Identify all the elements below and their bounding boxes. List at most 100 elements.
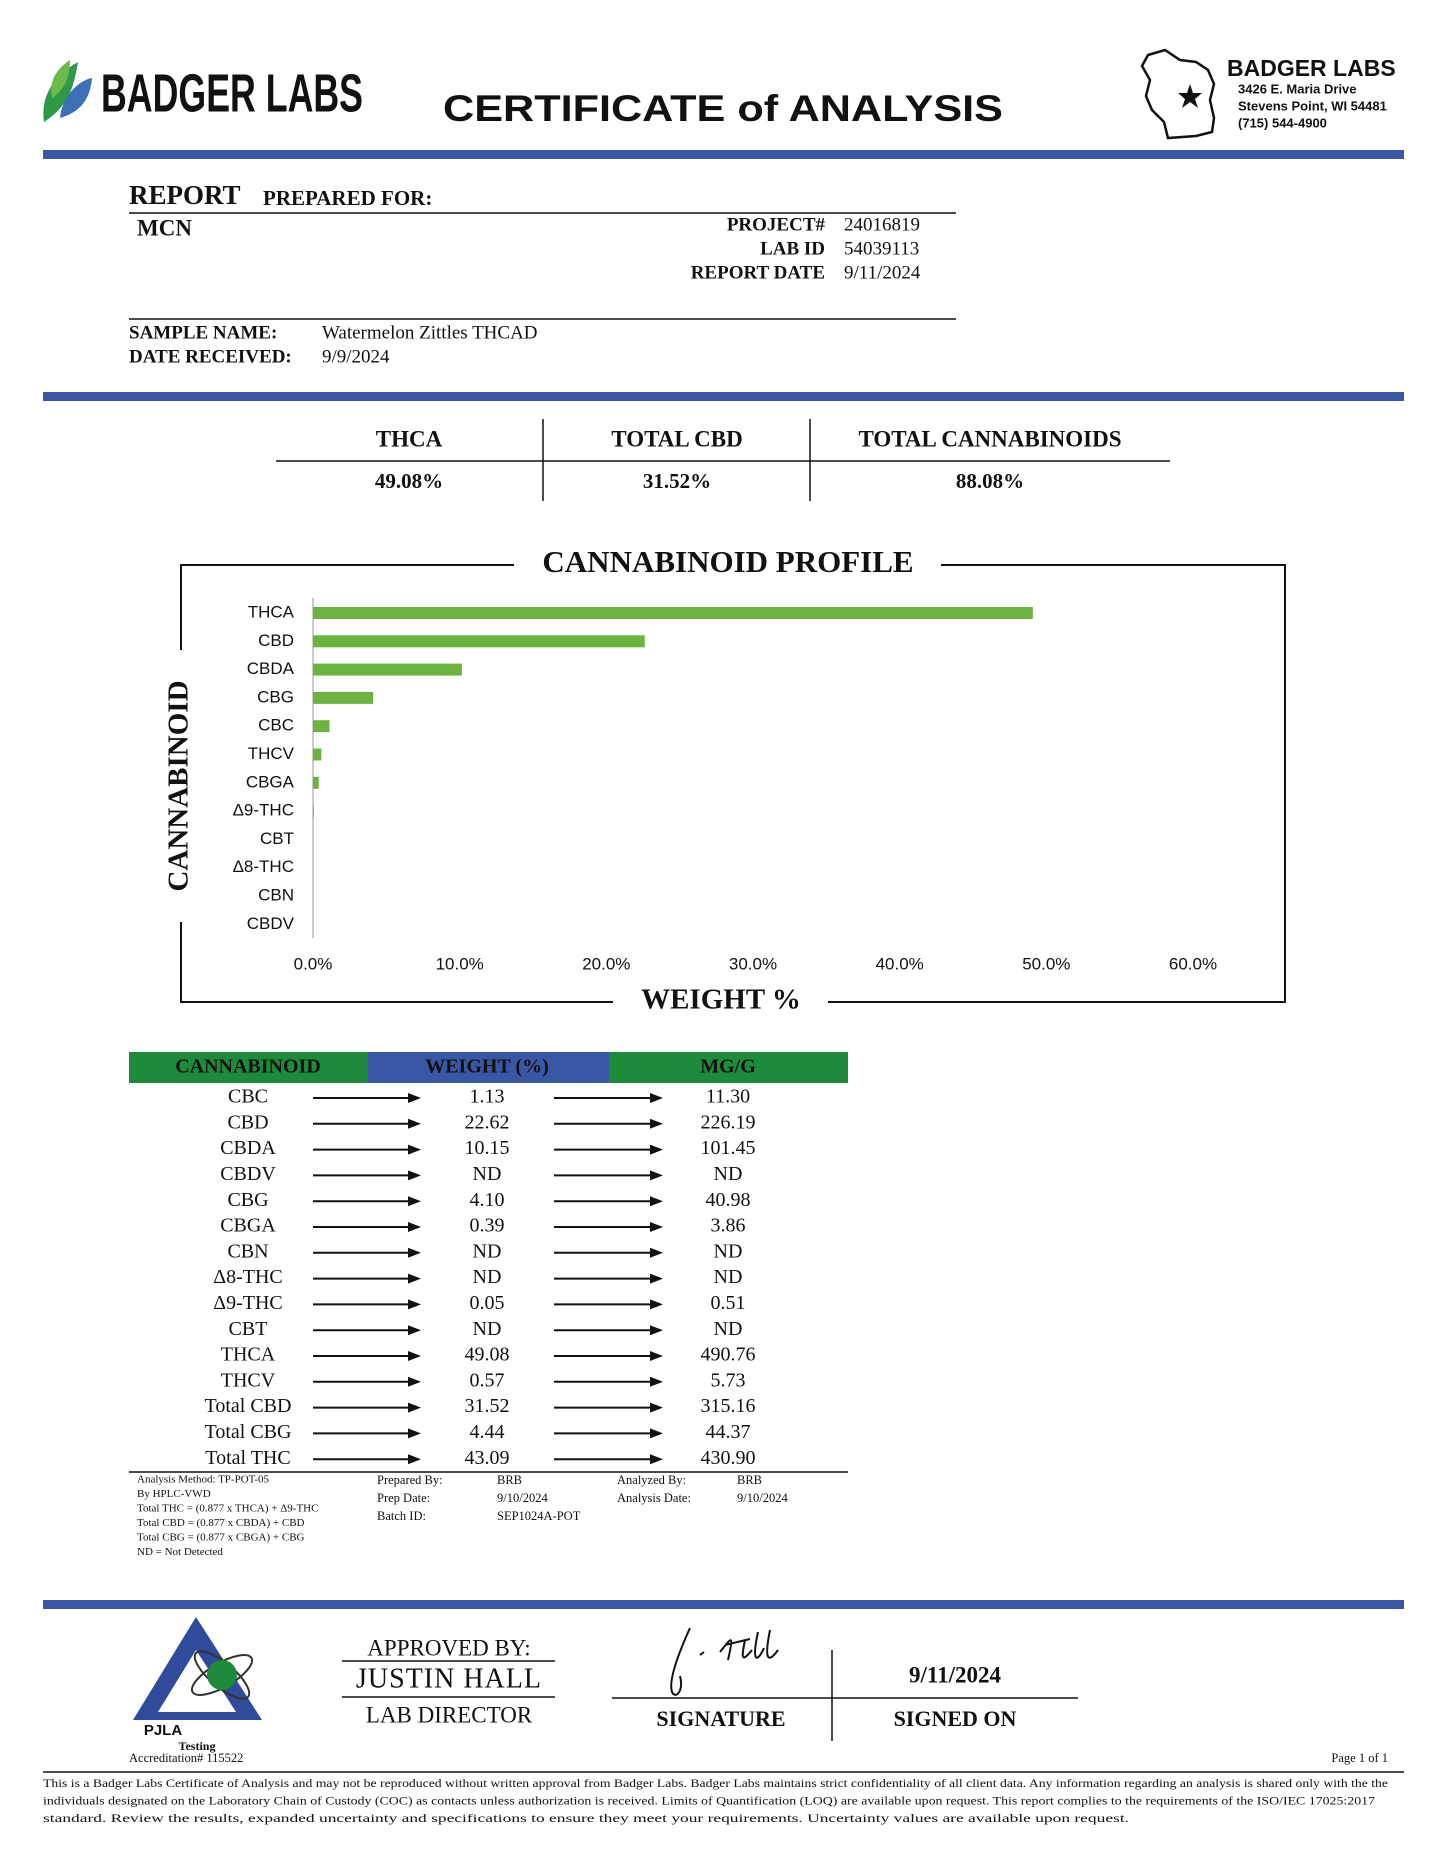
table-cell: 1.13 [470,1086,505,1108]
table-cell: CBGA [220,1215,276,1237]
table-cell: ND [714,1240,743,1262]
divider [43,392,1404,401]
lab-name: BADGER LABS [1227,55,1396,81]
y-tick-label: THCV [248,744,295,763]
divider [43,150,1404,159]
field-label: DATE RECEIVED: [129,346,292,367]
table-cell: 490.76 [701,1344,756,1366]
note-label: Prep Date: [377,1491,430,1505]
summary-value: 88.08% [956,469,1024,493]
table-cell: 5.73 [711,1369,746,1391]
table-cell: 3.86 [711,1215,746,1237]
arrow-head [650,1325,663,1336]
field-label: PROJECT# [727,214,826,235]
bar [313,805,314,818]
table-cell: CBD [227,1111,268,1133]
arrow-head [408,1247,421,1258]
table-cell: 44.37 [706,1421,751,1443]
signature [670,1627,779,1696]
header-cell [609,1052,848,1083]
arrow-head [408,1428,421,1439]
note: Total CBD = (0.877 x CBDA) + CBD [137,1517,305,1529]
y-tick-label: CBG [257,687,294,706]
y-tick-label: CBN [258,885,294,904]
bar [313,748,322,761]
accreditation-type: Testing [179,1739,216,1753]
logo-text: BADGER LABS [101,63,363,123]
bar [313,607,1033,619]
table-cell: 49.08 [465,1344,510,1366]
table-cell: Total CBD [205,1395,292,1417]
table-cell: 22.62 [465,1111,510,1133]
y-tick-label: Δ9-THC [233,801,294,820]
divider [43,1600,1404,1609]
arrow-head [408,1299,421,1310]
table-cell: 10.15 [465,1137,510,1159]
arrow-head [408,1325,421,1336]
table-cell: CBN [227,1240,268,1262]
y-tick-label: CBDV [247,914,295,933]
table-cell: Total CBG [205,1421,292,1443]
accreditation-logo [133,1617,262,1720]
table-cell: THCA [221,1344,276,1366]
table-cell: CBDV [220,1163,276,1185]
arrow-head [408,1118,421,1129]
table-cell: 11.30 [706,1086,750,1108]
client-name: MCN [137,215,192,240]
signed-date: 9/11/2024 [909,1662,1002,1687]
table-cell: CBC [228,1086,268,1108]
note-value: SEP1024A-POT [497,1509,581,1523]
note: Total THC = (0.877 x THCA) + Δ9-THC [137,1503,318,1515]
table-cell: Δ8-THC [213,1266,283,1288]
table-cell: 0.57 [470,1369,505,1391]
table-cell: CBDA [220,1137,276,1159]
table-cell: CBG [227,1189,268,1211]
table-cell: 430.90 [701,1447,756,1469]
field-label: LAB ID [760,238,825,259]
note-value: BRB [497,1473,522,1487]
note-label: Analysis Date: [617,1491,691,1505]
arrow-head [408,1376,421,1387]
title-gap [168,650,194,922]
date-label: SIGNED ON [894,1706,1017,1731]
note: By HPLC-VWD [137,1488,211,1500]
table-header: CANNABINOID [175,1056,321,1078]
y-tick-label: THCA [248,602,295,621]
arrow-head [408,1196,421,1207]
accreditation-number: Accreditation# 115522 [129,1751,243,1765]
table-cell: ND [473,1266,502,1288]
title-gap [613,985,828,1019]
table-cell: 0.39 [470,1215,505,1237]
x-tick-label: 10.0% [436,954,484,973]
x-tick-label: 40.0% [876,954,924,973]
arrow-head [650,1118,663,1129]
table-cell: 4.10 [470,1189,505,1211]
note-label: Analyzed By: [617,1473,686,1487]
field-label: SAMPLE NAME: [129,322,277,343]
note-value: 9/10/2024 [497,1491,548,1505]
arrow-head [650,1170,663,1181]
arrow-head [650,1144,663,1155]
summary-value: 49.08% [375,469,443,493]
arrow-head [650,1299,663,1310]
field-value: Watermelon Zittles THCAD [322,322,538,343]
header-cell [368,1052,609,1083]
arrow-head [650,1093,663,1103]
y-axis-title: CANNABINOID [163,680,195,891]
table-cell: ND [473,1240,502,1262]
summary-value: 31.52% [643,469,711,493]
summary-header: THCA [376,426,443,451]
bar [313,635,645,648]
x-tick-label: 30.0% [729,954,777,973]
address-line: (715) 544-4900 [1238,115,1327,130]
arrow-head [650,1247,663,1258]
arrow-head [408,1093,421,1103]
table-cell: ND [473,1163,502,1185]
note-value: 9/10/2024 [737,1491,788,1505]
arrow-head [408,1170,421,1181]
x-tick-label: 20.0% [582,954,630,973]
bar [313,720,330,733]
field-value: 9/11/2024 [844,262,921,283]
